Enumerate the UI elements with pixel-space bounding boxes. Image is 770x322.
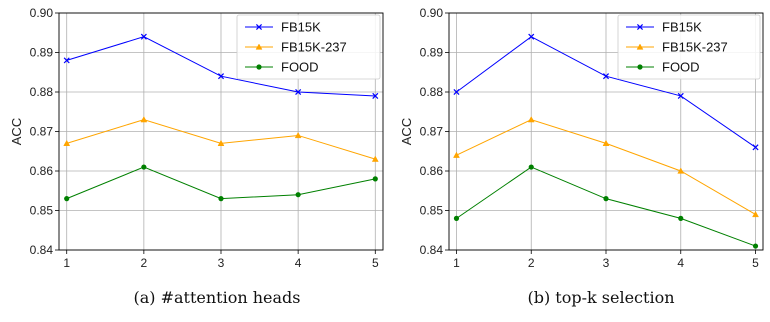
x-tick-label: 5 bbox=[752, 256, 759, 270]
data-point bbox=[677, 167, 685, 174]
y-axis-label: ACC bbox=[399, 118, 414, 145]
series-FOOD bbox=[64, 164, 378, 202]
legend-marker bbox=[636, 43, 644, 50]
legend-box bbox=[617, 14, 761, 80]
data-point bbox=[217, 73, 225, 80]
plot-frame bbox=[58, 12, 384, 251]
y-tick-label: 0.90 bbox=[30, 6, 54, 20]
data-point bbox=[63, 139, 71, 146]
x-tick-label: 1 bbox=[63, 256, 70, 270]
data-point bbox=[678, 215, 684, 221]
legend-label: FB15K bbox=[662, 20, 702, 35]
series-FB15K-237 bbox=[453, 116, 759, 218]
data-point bbox=[453, 215, 460, 221]
y-tick-label: 0.88 bbox=[420, 85, 444, 99]
data-point bbox=[453, 88, 460, 96]
data-point bbox=[140, 33, 147, 40]
legend: FB15K FB15K-237 FOOD bbox=[236, 14, 381, 80]
series-FB15K bbox=[453, 33, 759, 151]
data-point bbox=[602, 73, 610, 80]
legend-label: FOOD bbox=[281, 60, 319, 75]
series-FB15K-237 bbox=[63, 116, 379, 162]
data-point bbox=[294, 131, 302, 139]
data-point bbox=[371, 155, 379, 162]
data-point bbox=[752, 144, 759, 151]
legend-marker bbox=[637, 64, 643, 70]
y-tick-label: 0.84 bbox=[420, 243, 444, 257]
data-point bbox=[752, 210, 759, 218]
x-tick-label: 1 bbox=[453, 256, 460, 270]
y-tick-label: 0.86 bbox=[30, 164, 54, 178]
y-tick-label: 0.89 bbox=[30, 46, 54, 60]
data-point bbox=[141, 164, 147, 170]
data-point bbox=[752, 243, 759, 249]
legend-marker bbox=[255, 43, 263, 50]
data-point bbox=[218, 196, 224, 202]
y-tick-label: 0.89 bbox=[420, 46, 444, 60]
x-tick-label: 3 bbox=[218, 256, 225, 270]
y-axis-label: ACC bbox=[9, 118, 24, 145]
chart-panel-1: 0.84 0.85 0.86 0.87 0.88 0.89 0.90 1 2 3 4 5 ACC FB15… bbox=[9, 6, 384, 307]
data-point bbox=[372, 92, 379, 99]
legend-marker bbox=[255, 23, 263, 31]
series-FB15K bbox=[63, 33, 379, 99]
y-tick-label: 0.87 bbox=[420, 125, 444, 139]
legend-box bbox=[236, 14, 381, 80]
x-tick-label: 5 bbox=[372, 256, 379, 270]
plot-frame bbox=[448, 12, 764, 251]
data-point bbox=[295, 88, 302, 96]
series-FOOD bbox=[453, 164, 759, 249]
y-tick-label: 0.85 bbox=[420, 204, 444, 218]
legend-label: FOOD bbox=[662, 60, 700, 75]
data-point bbox=[528, 164, 534, 170]
legend: FB15K FB15K-237 FOOD bbox=[617, 14, 761, 80]
data-point bbox=[217, 139, 225, 146]
data-point bbox=[677, 92, 684, 99]
legend-label: FB15K-237 bbox=[662, 40, 728, 55]
data-point bbox=[140, 116, 148, 123]
y-tick-label: 0.88 bbox=[30, 85, 54, 99]
x-tick-label: 3 bbox=[603, 256, 610, 270]
data-point bbox=[295, 192, 301, 198]
y-tick-label: 0.90 bbox=[420, 6, 444, 20]
panel-caption: (b) top-k selection bbox=[527, 288, 674, 307]
legend-label: FB15K-237 bbox=[281, 40, 347, 55]
legend-marker bbox=[636, 23, 644, 31]
data-point bbox=[63, 57, 70, 64]
data-point bbox=[372, 176, 378, 182]
y-tick-label: 0.87 bbox=[30, 125, 54, 139]
data-point bbox=[603, 196, 609, 202]
x-tick-label: 4 bbox=[295, 256, 302, 270]
y-tick-label: 0.86 bbox=[420, 164, 444, 178]
chart-panel-2: 0.84 0.85 0.86 0.87 0.88 0.89 0.90 1 2 3 4 5 ACC FB15… bbox=[399, 6, 764, 307]
y-tick-label: 0.84 bbox=[30, 243, 54, 257]
data-point bbox=[453, 151, 460, 158]
panel-caption: (a) #attention heads bbox=[133, 288, 300, 307]
data-point bbox=[64, 196, 70, 202]
x-tick-label: 2 bbox=[141, 256, 148, 270]
data-point bbox=[527, 116, 535, 123]
x-tick-label: 2 bbox=[528, 256, 535, 270]
data-point bbox=[602, 139, 610, 146]
data-point bbox=[528, 33, 535, 40]
legend-label: FB15K bbox=[281, 20, 321, 35]
x-tick-label: 4 bbox=[677, 256, 684, 270]
y-tick-label: 0.85 bbox=[30, 204, 54, 218]
legend-marker bbox=[256, 64, 262, 70]
